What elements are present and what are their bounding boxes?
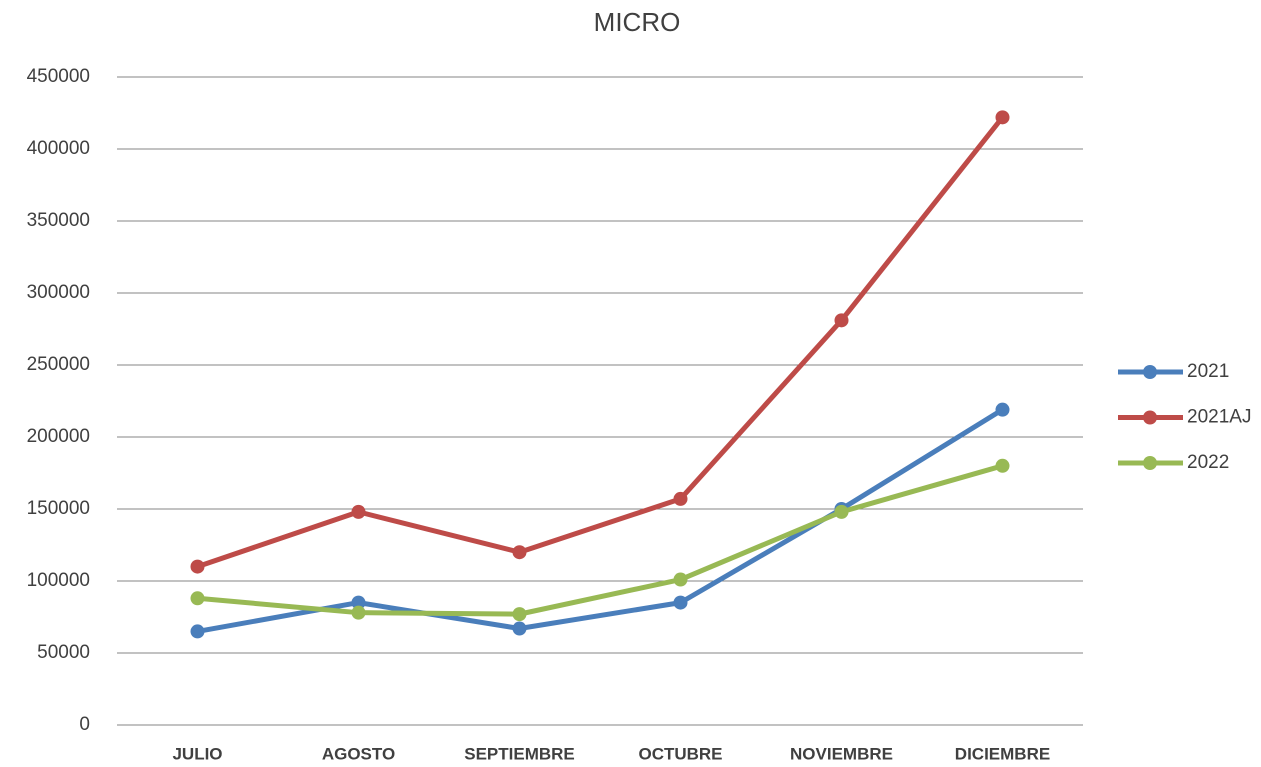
legend-marker [1143, 365, 1157, 379]
x-tick-label: AGOSTO [322, 744, 395, 763]
y-tick-label: 400000 [27, 138, 90, 159]
legend-marker [1143, 456, 1157, 470]
x-tick-label: OCTUBRE [638, 744, 722, 763]
y-tick-label: 50000 [37, 642, 90, 663]
series-line [197, 407, 1004, 634]
point [673, 572, 688, 587]
y-tick-label: 100000 [27, 570, 90, 591]
y-tick-label: 0 [79, 714, 90, 735]
point [190, 559, 205, 574]
point [834, 504, 849, 519]
point [995, 110, 1010, 125]
legend-label: 2022 [1187, 452, 1229, 473]
x-tick-label: NOVIEMBRE [790, 744, 893, 763]
point [834, 313, 849, 328]
y-tick-label: 150000 [27, 498, 90, 519]
x-tick-label: JULIO [172, 744, 222, 763]
series-line [196, 115, 1005, 569]
point [673, 595, 688, 610]
point [351, 595, 366, 610]
point [673, 491, 688, 506]
y-tick-label: 350000 [27, 210, 90, 231]
point [995, 402, 1010, 417]
y-tick-label: 250000 [27, 354, 90, 375]
point [512, 621, 527, 636]
x-tick-label: SEPTIEMBRE [464, 744, 575, 763]
series-line [197, 463, 1004, 617]
point [512, 545, 527, 560]
point [995, 458, 1010, 473]
y-tick-label: 300000 [27, 282, 90, 303]
point [351, 605, 366, 620]
point [512, 607, 527, 622]
point [190, 624, 205, 639]
legend-label: 2021AJ [1187, 407, 1251, 428]
y-tick-label: 200000 [27, 426, 90, 447]
legend-label: 2021 [1187, 361, 1229, 382]
y-tick-label: 450000 [27, 66, 90, 87]
legend-marker [1143, 410, 1157, 425]
x-tick-label: DICIEMBRE [955, 744, 1050, 763]
chart-title: MICRO [594, 7, 681, 37]
point [351, 504, 366, 519]
point [190, 591, 205, 606]
